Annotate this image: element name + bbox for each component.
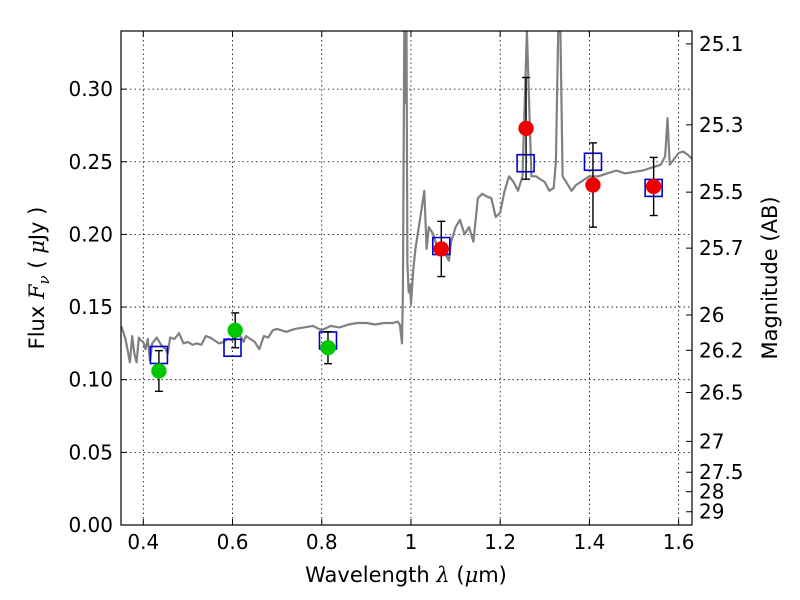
data-layer (121, 31, 692, 393)
model-flux-box (223, 338, 242, 358)
x-tick-label: 0.8 (306, 530, 338, 554)
y-tick-label: 0.15 (68, 295, 113, 319)
observed-flux-point (645, 178, 662, 195)
y-tick-label: 0.00 (68, 513, 113, 537)
observed-flux-point (320, 339, 336, 356)
x-tick-label: 1 (405, 530, 418, 554)
x-tick-label: 1.4 (573, 530, 605, 554)
observed-flux-point (433, 241, 450, 257)
y-axis-label: Flux Fν ( μJy ) (25, 207, 53, 350)
observed-flux-point (585, 177, 601, 193)
mag-tick-label: 25.7 (699, 236, 744, 260)
template-spectrum-line (121, 31, 692, 364)
mag-tick-label: 26.2 (699, 338, 744, 362)
tick-layer: 0.4 0.6 0.8 1 1.2 1.4 1.6 0.00 0.05 0.10 0.15 0.20 0… (68, 31, 744, 554)
mag-tick-label: 27.5 (699, 460, 744, 484)
y-tick-label: 0.05 (68, 440, 113, 464)
mag-tick-label: 25.5 (699, 180, 744, 204)
x-tick-label: 0.6 (217, 530, 249, 554)
mag-tick-label: 25.1 (699, 32, 744, 56)
y-tick-label: 0.10 (68, 368, 113, 392)
observed-flux-point (227, 322, 243, 339)
y2-axis-label: Magnitude (AB) (758, 196, 782, 359)
observed-flux-point (518, 120, 534, 137)
x-tick-label: 1.6 (663, 530, 695, 554)
mag-tick-label: 29 (699, 500, 724, 524)
mag-tick-label: 28 (699, 480, 724, 504)
mag-tick-label: 26 (699, 303, 724, 327)
observed-flux-point (151, 363, 167, 379)
y-tick-label: 0.25 (68, 150, 113, 174)
x-axis-label: Wavelength λ (μm) (305, 563, 507, 587)
y-tick-label: 0.20 (68, 222, 113, 246)
mag-tick-label: 26.5 (699, 380, 744, 404)
x-tick-label: 0.4 (127, 530, 159, 554)
y-tick-label: 0.30 (68, 77, 113, 101)
mag-tick-label: 25.3 (699, 113, 744, 137)
mag-tick-label: 27 (699, 429, 724, 453)
x-tick-label: 1.2 (484, 530, 516, 554)
plot-frame (120, 30, 693, 526)
